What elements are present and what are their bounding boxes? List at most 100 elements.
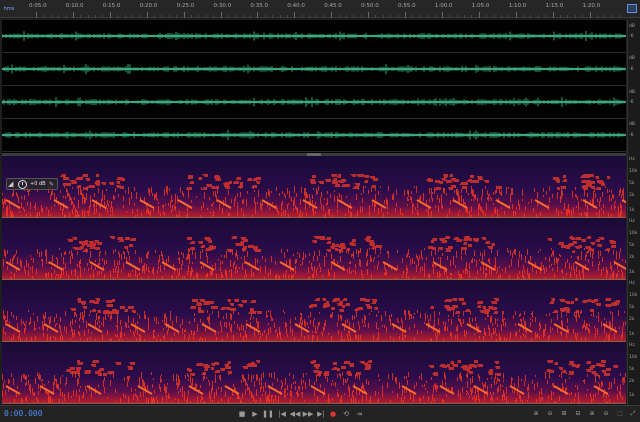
- ruler-minor-tick: [80, 15, 82, 18]
- volume-icon[interactable]: ◢: [8, 180, 14, 188]
- ruler-tick-label: 0:15.0: [102, 3, 121, 9]
- track-header[interactable]: ◢ +0 dB ✎: [6, 178, 58, 190]
- scale-label: dB: [629, 122, 635, 127]
- scale-label: 10k: [629, 169, 638, 174]
- scale-label: -6: [629, 100, 634, 105]
- current-time-display[interactable]: 0:00.000: [4, 409, 43, 418]
- ruler-tick: [146, 12, 148, 18]
- ruler-tick: [183, 12, 185, 18]
- go-to-end-button[interactable]: ▶|: [317, 410, 325, 418]
- ruler-minor-tick: [154, 15, 156, 18]
- ruler-minor-tick: [345, 15, 347, 18]
- spectral-channel-2[interactable]: [2, 218, 626, 280]
- spectral-channel-3[interactable]: [2, 280, 626, 342]
- play-button[interactable]: ▶: [252, 410, 258, 418]
- timeline-ruler[interactable]: hms 0:05.0 0:10.0 0:15.0 0:20.0 0:25.0 0:30.0…: [0, 0, 640, 18]
- volume-knob[interactable]: [18, 180, 27, 189]
- spectrogram-image: [2, 342, 626, 403]
- pause-button[interactable]: ❚❚: [262, 410, 274, 418]
- ruler-tick: [405, 12, 406, 18]
- scale-label: 1k: [629, 393, 635, 398]
- spectral-channel-4[interactable]: [2, 342, 626, 404]
- fast-forward-button[interactable]: ▶▶: [302, 410, 314, 418]
- panel-divider[interactable]: [2, 153, 626, 156]
- amplitude-frequency-scale[interactable]: dB -6 dB -6 dB -6 dB -6 Hz 10k 5k 2k 1k …: [627, 20, 640, 405]
- record-button[interactable]: ●: [329, 410, 337, 418]
- scale-label: Hz: [629, 281, 635, 286]
- ruler-minor-tick: [567, 15, 569, 18]
- pencil-icon[interactable]: ✎: [49, 181, 55, 188]
- ruler-minor-tick: [500, 15, 502, 18]
- scale-label: Hz: [629, 219, 635, 224]
- ruler-tick: [109, 12, 111, 18]
- ruler-minor-tick: [619, 15, 621, 18]
- ruler-tick: [515, 12, 517, 18]
- spectrogram-image: [2, 218, 626, 279]
- scale-label: 2k: [629, 193, 635, 198]
- waveform-channel-2[interactable]: [2, 53, 626, 86]
- ruler-tick-label: 0:50.0: [361, 3, 379, 9]
- stop-button[interactable]: ■: [238, 410, 246, 418]
- waveform-peaks: [2, 31, 625, 41]
- ruler-tick-label: 1:10.0: [508, 3, 527, 9]
- waveform-channel-3[interactable]: [2, 86, 626, 119]
- scale-label: 5k: [629, 305, 635, 310]
- scale-label: dB: [629, 56, 635, 61]
- ruler-minor-tick: [397, 15, 399, 18]
- zoom-in-point-icon[interactable]: ⊕: [589, 410, 595, 417]
- scale-label: dB: [629, 24, 635, 29]
- ruler-minor-tick: [286, 15, 288, 18]
- ruler-minor-tick: [176, 15, 178, 18]
- ruler-minor-tick: [493, 15, 495, 18]
- zoom-full-icon[interactable]: ⤢: [630, 410, 636, 417]
- ruler-minor-tick: [117, 15, 119, 18]
- ruler-tick-label: 1:15.0: [545, 3, 564, 9]
- ruler-tick: [36, 12, 37, 18]
- spectrogram-image: [2, 280, 626, 341]
- spectral-display[interactable]: [2, 156, 626, 405]
- ruler-minor-tick: [353, 15, 355, 18]
- rewind-button[interactable]: ◀◀: [289, 410, 301, 418]
- ruler-minor-tick: [309, 15, 311, 18]
- ruler-minor-tick: [545, 15, 547, 18]
- ruler-minor-tick: [227, 15, 229, 18]
- ruler-tick: [478, 12, 480, 18]
- zoom-in-amplitude-icon[interactable]: ⊕: [533, 410, 539, 417]
- scale-label: 5k: [629, 367, 635, 372]
- ruler-minor-tick: [124, 15, 126, 18]
- ruler-minor-tick: [87, 15, 89, 18]
- ruler-minor-tick: [198, 15, 200, 18]
- loop-button[interactable]: ⟲: [343, 410, 349, 418]
- zoom-out-amplitude-icon[interactable]: ⊖: [547, 410, 553, 417]
- scale-label: -6: [629, 34, 634, 39]
- waveform-channel-1[interactable]: [2, 20, 626, 53]
- ruler-minor-tick: [50, 15, 52, 18]
- ruler-minor-tick: [582, 15, 584, 18]
- ruler-minor-tick: [427, 15, 429, 18]
- go-to-start-button[interactable]: |◀: [278, 410, 286, 418]
- divider-grip[interactable]: [307, 153, 321, 156]
- ruler-minor-tick: [486, 15, 488, 18]
- ruler-minor-tick: [449, 15, 451, 18]
- ruler-minor-tick: [65, 15, 67, 18]
- ruler-minor-tick: [537, 15, 539, 18]
- ruler-minor-tick: [530, 15, 532, 18]
- scale-label: 10k: [629, 355, 638, 360]
- spectral-channel-1[interactable]: [2, 156, 626, 218]
- time-format-icon[interactable]: hms: [3, 6, 15, 12]
- skip-button[interactable]: ⇥: [356, 410, 362, 418]
- ruler-minor-tick: [375, 15, 377, 18]
- scale-label: dB: [629, 90, 635, 95]
- ruler-minor-tick: [205, 15, 207, 18]
- ruler-tick-label: 0:25.0: [176, 3, 195, 9]
- zoom-out-time-icon[interactable]: ⊟: [575, 410, 581, 417]
- waveform-display[interactable]: [2, 20, 626, 153]
- zoom-navigator-icon[interactable]: [627, 4, 637, 13]
- zoom-out-point-icon[interactable]: ⊖: [603, 410, 609, 417]
- waveform-channel-4[interactable]: [2, 119, 626, 152]
- ruler-minor-tick: [301, 15, 303, 18]
- ruler-tick: [552, 12, 554, 18]
- ruler-tick-label: 0:30.0: [213, 3, 232, 9]
- zoom-in-time-icon[interactable]: ⊞: [561, 410, 567, 417]
- zoom-selection-icon[interactable]: ⬚: [617, 410, 623, 417]
